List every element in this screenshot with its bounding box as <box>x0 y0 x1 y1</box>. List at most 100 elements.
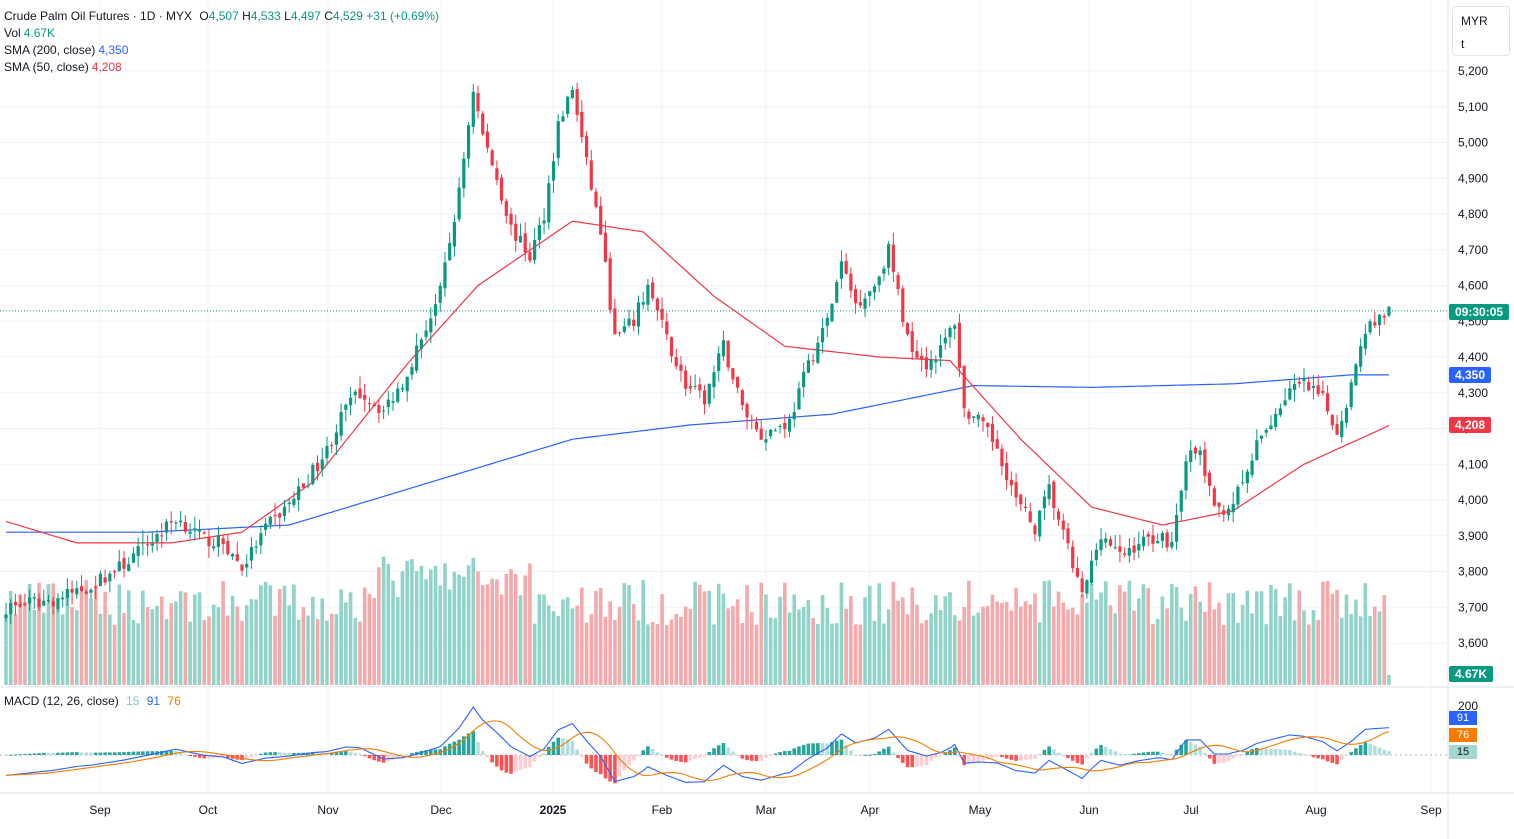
volume-bar <box>235 606 240 685</box>
time-axis[interactable]: Sep Oct Nov Dec 2025 Feb Mar Apr May Jun Jul Aug Sep <box>89 803 1442 817</box>
macd-histogram-bar <box>1240 753 1245 755</box>
candle-body <box>665 321 669 335</box>
volume-bar <box>174 601 178 685</box>
macd-signal-value: 76 <box>167 694 181 708</box>
volume-bar <box>4 615 8 685</box>
volume-bar <box>1122 591 1127 685</box>
volume-bar <box>452 571 457 685</box>
macd-histogram-bar <box>46 752 51 755</box>
candle-body <box>651 282 655 299</box>
candle-body <box>13 601 18 606</box>
volume-bar <box>551 611 556 685</box>
volume-bar <box>499 594 504 685</box>
macd-histogram-bar <box>1335 755 1339 765</box>
volume-bar <box>197 592 202 685</box>
volume-bar <box>1302 610 1306 685</box>
candle-body <box>1146 534 1150 537</box>
volume-bar <box>495 579 499 685</box>
macd-histogram-bar <box>1009 755 1014 760</box>
macd-histogram-bar <box>1373 745 1377 755</box>
macd-histogram-bar <box>646 746 650 755</box>
volume-bar <box>1037 622 1042 685</box>
macd-histogram-bar <box>1070 755 1075 761</box>
macd-histogram-bar <box>773 753 778 755</box>
candle-body <box>1151 535 1155 544</box>
macd-histogram-bar <box>660 755 664 756</box>
volume-bar <box>1269 585 1273 685</box>
volume-bar <box>1042 581 1047 685</box>
candle-body <box>882 268 886 274</box>
candle-body <box>551 161 556 181</box>
currency-unit-selector[interactable]: MYR t <box>1452 6 1510 56</box>
candle-body <box>23 603 27 605</box>
volume-bar <box>896 600 900 685</box>
volume-bar <box>1193 586 1198 685</box>
sma200-legend[interactable]: SMA (200, close) 4,350 <box>4 42 128 58</box>
candle-body <box>849 273 853 291</box>
volume-bar <box>641 580 645 685</box>
volume-bar <box>1000 602 1004 685</box>
volume-bar <box>655 624 660 685</box>
candle-body <box>386 399 390 408</box>
candle-body <box>863 298 867 309</box>
volume-bar <box>1217 602 1221 685</box>
volume-bar <box>79 588 84 685</box>
candle-body <box>1217 502 1221 507</box>
macd-histogram-bar <box>565 739 570 755</box>
volume-bar <box>325 620 329 685</box>
macd-histogram-bar <box>311 752 315 755</box>
volume-bar <box>608 601 612 685</box>
candle-body <box>1141 536 1146 547</box>
volume-bar <box>32 610 37 685</box>
price-axis[interactable]: 5,2005,1005,0004,9004,8004,7004,6004,500… <box>1458 64 1488 713</box>
candle-body <box>1061 520 1065 530</box>
candle-body <box>976 414 980 420</box>
candle-body <box>1156 541 1160 544</box>
candle-body <box>1241 482 1245 484</box>
macd-histogram-bar <box>292 752 296 755</box>
volume-bar <box>712 624 716 685</box>
volume-bar <box>1019 606 1023 685</box>
macd-histogram-bar <box>178 752 183 755</box>
volume-bar <box>924 619 929 685</box>
macd-histogram-bar <box>863 754 867 756</box>
candle-body <box>731 368 735 380</box>
candle-body <box>1184 461 1188 491</box>
candle-body <box>415 345 419 371</box>
volume-bar <box>447 589 452 685</box>
candle-body <box>1019 494 1023 505</box>
price-tick-label: 4,100 <box>1458 457 1488 471</box>
macd-histogram-bar <box>193 755 197 757</box>
volume-bar <box>844 608 848 685</box>
macd-histogram-bar <box>1330 755 1335 763</box>
volume-bar <box>938 610 943 685</box>
macd-histogram-bar <box>1113 751 1117 755</box>
candle-body <box>476 93 480 112</box>
macd-histogram-bar <box>1283 749 1287 755</box>
candle-body <box>155 534 159 542</box>
volume-bar <box>145 607 150 685</box>
macd-histogram-bar <box>952 747 957 755</box>
volume-legend[interactable]: Vol 4.67K <box>4 25 55 41</box>
macd-histogram-bar <box>1089 752 1094 755</box>
candle-body <box>868 291 872 297</box>
candle-body <box>485 131 490 148</box>
candle-body <box>995 439 999 449</box>
macd-legend[interactable]: MACD (12, 26, close) 15 91 76 <box>4 693 181 709</box>
macd-histogram-bar <box>65 752 70 755</box>
candle-body <box>938 345 943 358</box>
time-tick-label: Sep <box>1420 803 1442 817</box>
macd-histogram-bar <box>282 752 287 755</box>
macd-histogram-bar <box>457 739 461 755</box>
volume-bar <box>1004 601 1009 685</box>
macd-histogram-bar <box>674 755 679 762</box>
macd-histogram-bar <box>1056 752 1061 755</box>
macd-histogram-bar <box>919 755 924 767</box>
volume-bar <box>381 556 386 685</box>
macd-histogram-bar <box>688 755 693 761</box>
symbol-title[interactable]: Crude Palm Oil Futures · 1D · MYX <box>4 9 193 23</box>
sma50-legend[interactable]: SMA (50, close) 4,208 <box>4 59 122 75</box>
macd-histogram-bar <box>141 751 145 755</box>
candle-body <box>28 597 32 604</box>
